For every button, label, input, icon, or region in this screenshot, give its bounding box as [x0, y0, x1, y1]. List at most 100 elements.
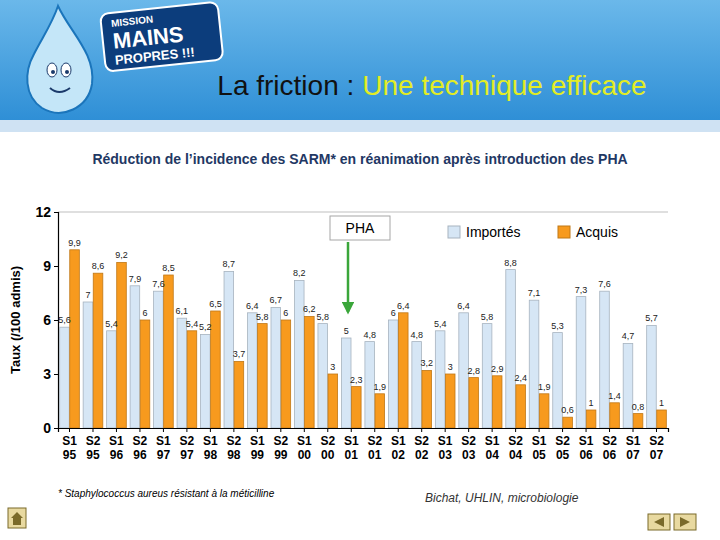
x-tick-label: S103: [438, 434, 453, 462]
data-label: 8,6: [92, 261, 105, 271]
bar: [328, 374, 338, 428]
logo-text: PROPRES !!!: [114, 44, 195, 67]
bar: [469, 378, 479, 428]
data-label: 0,6: [561, 405, 574, 415]
data-label: 7,1: [528, 288, 541, 298]
x-tick-label-line: S1: [485, 434, 500, 448]
nav-home[interactable]: [8, 508, 26, 528]
bar: [248, 313, 258, 428]
x-tick-label-line: S2: [180, 434, 195, 448]
x-tick-label: S107: [626, 434, 641, 462]
x-tick: S105: [532, 428, 547, 462]
x-tick-label-line: S2: [508, 434, 523, 448]
x-tick-label-line: 98: [204, 448, 218, 462]
x-tick-mark: [539, 428, 540, 432]
bar: [117, 262, 127, 428]
x-tick: S296: [133, 428, 148, 462]
x-tick-label: S207: [649, 434, 664, 462]
y-tick-label: 12: [35, 204, 51, 220]
bar: [412, 342, 422, 428]
x-tick-label-line: 01: [345, 448, 359, 462]
data-label: 6: [391, 308, 396, 318]
chart-title: Réduction de l’incidence des SARM* en ré…: [92, 151, 627, 167]
data-label: 9,9: [68, 238, 81, 248]
x-tick-mark: [374, 428, 375, 432]
x-tick-label-line: S2: [86, 434, 101, 448]
data-label: 2,3: [350, 375, 363, 385]
x-tick-label-line: 05: [532, 448, 546, 462]
x-tick-mark: [421, 428, 422, 432]
bar: [539, 394, 549, 428]
data-label: 6,4: [246, 301, 259, 311]
bar: [60, 327, 70, 428]
x-tick-label: S106: [579, 434, 594, 462]
bar: [586, 410, 596, 428]
bar: [177, 318, 187, 428]
x-tick: S295: [86, 428, 101, 462]
annotation-text: PHA: [346, 220, 375, 236]
data-label: 4,7: [622, 331, 635, 341]
x-tick-label-line: S1: [62, 434, 77, 448]
x-tick-label-line: 05: [556, 448, 570, 462]
bar: [318, 324, 328, 428]
y-tick-label: 0: [43, 420, 51, 436]
x-tick-mark: [586, 428, 587, 432]
x-tick-label-line: S2: [414, 434, 429, 448]
x-tick-label: S298: [227, 434, 242, 462]
x-tick-mark: [656, 428, 657, 432]
x-tick-label-line: S1: [626, 434, 641, 448]
x-tick-label-line: 95: [63, 448, 77, 462]
x-tick-label-line: S2: [273, 434, 288, 448]
data-label: 2,8: [467, 366, 480, 376]
data-labels: 5,675,47,97,66,15,28,76,46,78,25,854,864…: [58, 238, 664, 415]
data-label: 5,4: [434, 319, 447, 329]
data-label: 6,7: [270, 295, 283, 305]
x-tick: S195: [62, 428, 77, 462]
chart-root: La friction :Une technique efficaceMISSI…: [0, 0, 720, 540]
x-tick: S104: [485, 428, 500, 462]
data-label: 1,9: [374, 382, 387, 392]
heading-text: La friction :: [217, 70, 354, 101]
x-tick-label-line: 98: [227, 448, 241, 462]
legend: ImportésAcquis: [448, 224, 618, 240]
x-tick-label: S104: [485, 434, 500, 462]
data-label: 5,6: [58, 315, 71, 325]
y-tick-label: 9: [43, 258, 51, 274]
x-tick-label-line: 04: [509, 448, 523, 462]
x-axis-line: [59, 429, 669, 433]
nav-next[interactable]: [674, 514, 696, 530]
data-label: 4,8: [410, 330, 423, 340]
logo-pupil: [65, 70, 69, 74]
x-tick-label: S295: [86, 434, 101, 462]
x-axis: S195S295S196S296S197S297S198S298S199S299…: [59, 428, 669, 462]
x-tick-label-line: S1: [203, 434, 218, 448]
data-label: 6,4: [397, 301, 410, 311]
y-axis-title: Taux (/100 admis): [8, 266, 23, 374]
data-label: 5,7: [645, 313, 658, 323]
data-label: 5,8: [316, 312, 329, 322]
logo-drop: [27, 6, 92, 113]
data-label: 5,3: [551, 321, 564, 331]
bar: [529, 300, 539, 428]
y-tick: 9: [43, 258, 58, 274]
data-label: 8,2: [293, 268, 306, 278]
bar: [154, 291, 164, 428]
y-tick-label: 3: [43, 366, 51, 382]
bar: [375, 394, 385, 428]
x-tick-label: S101: [344, 434, 359, 462]
x-tick-label-line: 96: [110, 448, 124, 462]
x-tick-mark: [69, 428, 70, 432]
data-label: 1: [589, 398, 594, 408]
x-tick-label-line: 01: [368, 448, 382, 462]
x-tick-label: S199: [250, 434, 265, 462]
data-label: 7,6: [152, 279, 165, 289]
data-label: 0,8: [632, 402, 645, 412]
x-tick-mark: [327, 428, 328, 432]
x-tick-label: S200: [320, 434, 335, 462]
data-label: 5,8: [256, 312, 269, 322]
nav-prev[interactable]: [648, 514, 670, 530]
bar: [130, 286, 140, 428]
bar: [281, 320, 291, 428]
x-tick-mark: [351, 428, 352, 432]
x-tick: S207: [649, 428, 664, 462]
